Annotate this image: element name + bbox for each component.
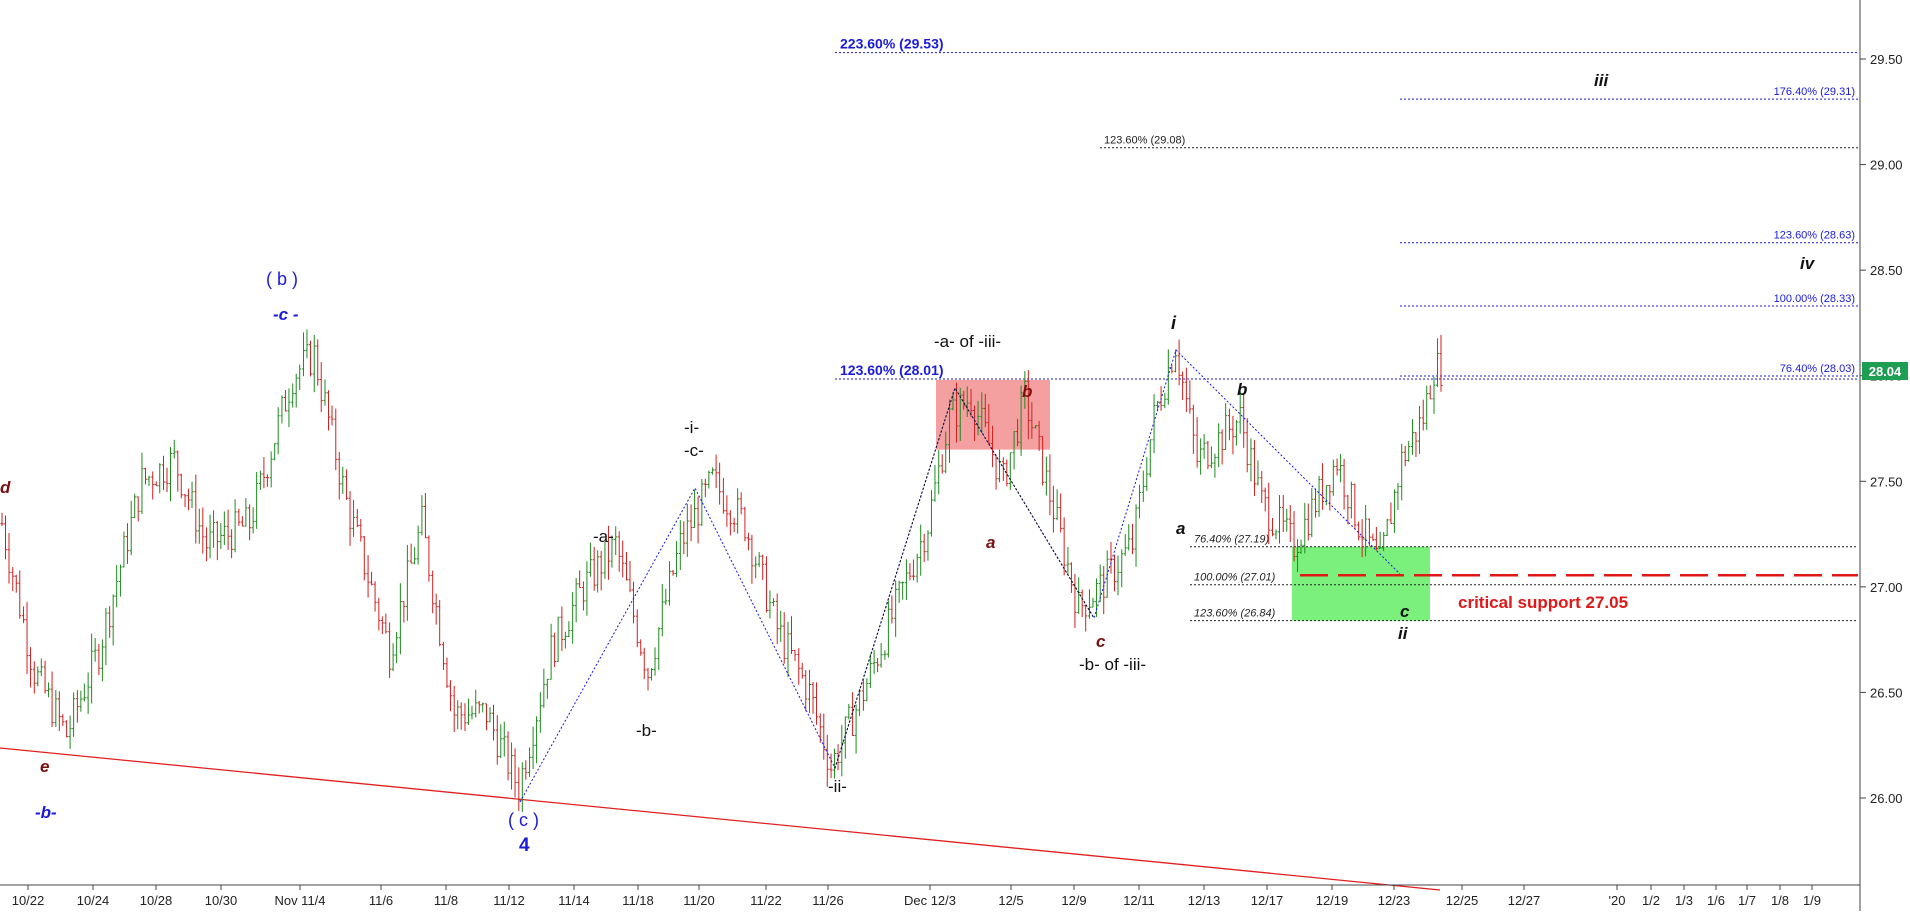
wave-label-minus-b-blue: -b-: [35, 803, 57, 822]
fib-level-label: 123.60% (29.08): [1104, 135, 1185, 147]
wave-label-c-maroon: c: [1096, 632, 1106, 651]
x-tick-label: 12/27: [1508, 893, 1541, 908]
x-tick-label: 12/19: [1316, 893, 1349, 908]
y-tick-label: 29.50: [1870, 52, 1903, 67]
x-tick-label: 11/26: [812, 893, 844, 908]
lower-trendline: [0, 747, 1441, 891]
x-tick-label: 1/3: [1675, 893, 1693, 908]
y-tick-label: 27.50: [1870, 474, 1903, 489]
fib-level-label: 176.40% (29.31): [1774, 86, 1855, 98]
x-tick-label: 1/9: [1803, 893, 1821, 908]
wave-label-a-maroon: a: [986, 533, 995, 552]
zones-layer: [936, 379, 1430, 621]
x-tick-label: 1/7: [1738, 893, 1756, 908]
wave-path-blue: [519, 349, 1401, 803]
wave-label-b-of-iii: -b- of -iii-: [1079, 655, 1146, 674]
x-tick-label: 10/22: [12, 893, 45, 908]
wave-label-minus-c: -c-: [684, 441, 704, 460]
wave-label-iii: iii: [1594, 71, 1609, 90]
fib-level-label: 123.60% (28.01): [840, 362, 944, 378]
wave-label-b-black: b: [1237, 380, 1247, 399]
y-tick-label: 29.00: [1870, 158, 1903, 173]
x-tick-label: 1/2: [1642, 893, 1660, 908]
x-tick-label: 12/11: [1123, 893, 1155, 908]
wave-label-d: d: [0, 478, 11, 497]
x-tick-label: 11/12: [493, 893, 525, 908]
x-tick-label: Nov 11/4: [274, 893, 325, 908]
x-tick-label: 10/28: [140, 893, 173, 908]
x-tick-label: 12/5: [998, 893, 1023, 908]
support-zone: [1292, 546, 1430, 621]
fib-level-label: 100.00% (27.01): [1194, 572, 1276, 584]
x-tick-label: 11/8: [434, 893, 458, 908]
fib-level-label: 76.40% (28.03): [1780, 363, 1855, 375]
last-price-tag-bg: [1862, 362, 1908, 380]
fib-level-label: 100.00% (28.33): [1774, 293, 1855, 305]
wave-label-minus-c-blue: -c -: [273, 305, 299, 324]
wave-label-4: 4: [519, 835, 530, 856]
wave-label-minus-a: -a-: [593, 527, 614, 546]
y-tick-label: 27.00: [1870, 580, 1903, 595]
y-tick-label: 28.50: [1870, 263, 1903, 278]
last-price-label: 28.04: [1869, 364, 1902, 379]
critical-support-label: critical support 27.05: [1458, 593, 1628, 612]
wave-label-c-black: c: [1400, 602, 1410, 621]
wave-label-paren-b: ( b ): [266, 269, 298, 289]
wave-guide-lines: [519, 349, 1401, 803]
wave-label-iv: iv: [1800, 254, 1816, 273]
x-tick-label: 1/8: [1771, 893, 1789, 908]
fib-levels-layer: 223.60% (29.53) 176.40% (29.31) 123.60% (2…: [835, 36, 1858, 622]
x-tick-label: 12/9: [1061, 893, 1086, 908]
fib-level-label: 123.60% (28.63): [1774, 230, 1855, 242]
wave-label-minus-b: -b-: [636, 721, 657, 740]
x-tick-label: 11/14: [558, 893, 590, 908]
fib-level-label: 223.60% (29.53): [840, 36, 944, 52]
wave-label-a-of-iii: -a- of -iii-: [934, 332, 1001, 351]
x-tick-label: 1/6: [1707, 893, 1725, 908]
wave-label-minus-i: -i-: [684, 418, 699, 437]
wave-label-i: i: [1171, 313, 1177, 333]
x-tick-label: 12/13: [1188, 893, 1221, 908]
wave-label-e: e: [40, 757, 49, 776]
wave-label-minus-ii: -ii-: [828, 777, 847, 796]
wave-path-black: [834, 386, 1095, 769]
wave-label-b-maroon: b: [1022, 382, 1032, 401]
x-tick-label: 11/20: [683, 893, 715, 908]
ohlc-bars-layer: [0, 329, 1443, 812]
wave-labels: d e -b- ( b ) -c - ( c ) 4 -a- -b- -i- -…: [0, 71, 1816, 856]
last-price-tag: 28.04: [1862, 362, 1908, 380]
fib-level-label: 76.40% (27.19): [1194, 534, 1270, 546]
x-tick-label: '20: [1609, 893, 1626, 908]
x-tick-label: 12/17: [1251, 893, 1284, 908]
wave-label-paren-c: ( c ): [508, 810, 539, 830]
x-tick-label: 10/30: [205, 893, 238, 908]
x-tick-label: 12/25: [1446, 893, 1479, 908]
x-tick-label: 11/6: [369, 893, 393, 908]
x-tick-label: 12/23: [1378, 893, 1411, 908]
x-tick-label: Dec 12/3: [904, 893, 956, 908]
x-tick-label: 11/18: [622, 893, 654, 908]
x-axis-ticks: 10/22 10/24 10/28 10/30 Nov 11/4 11/6 11/8 11/1…: [12, 885, 1821, 908]
fib-level-label: 123.60% (26.84): [1194, 608, 1276, 620]
x-tick-label: 11/22: [750, 893, 782, 908]
y-tick-label: 26.00: [1870, 791, 1903, 806]
x-tick-label: 10/24: [77, 893, 110, 908]
y-tick-label: 26.50: [1870, 685, 1903, 700]
wave-label-ii: ii: [1398, 624, 1409, 643]
wave-label-a-black: a: [1176, 519, 1185, 538]
